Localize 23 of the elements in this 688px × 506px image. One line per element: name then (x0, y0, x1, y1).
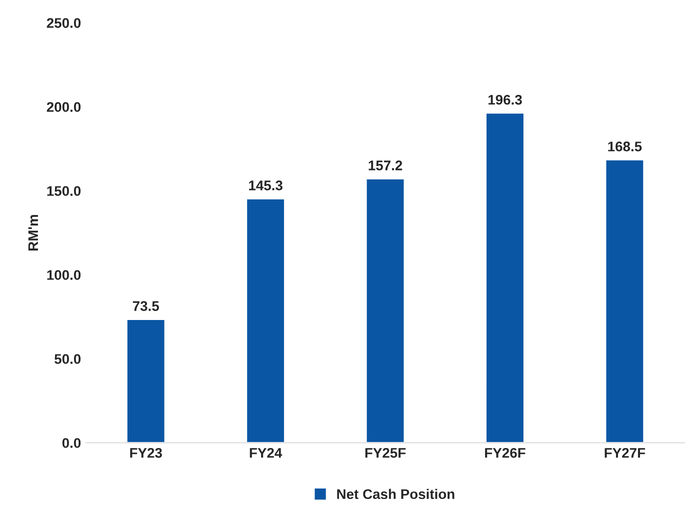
x-tick-label: FY23 (130, 448, 162, 458)
bar (365, 178, 406, 443)
x-tick-label: FY26F (485, 448, 526, 458)
legend-label: Net Cash Position (337, 488, 454, 500)
y-axis-title: RM'm (28, 214, 38, 250)
x-tick-label: FY24 (250, 448, 282, 458)
bar (246, 198, 286, 443)
text: 168.5 (608, 142, 642, 152)
bar (126, 318, 166, 443)
text: 73.5 (132, 301, 159, 311)
bar (604, 158, 645, 443)
y-tick-label: 50.0 (54, 354, 81, 364)
y-tick-label: 100.0 (47, 270, 81, 280)
y-tick-label: 0.0 (62, 438, 81, 448)
text: 145.3 (249, 180, 282, 190)
y-tick-label: 150.0 (47, 186, 81, 196)
x-tick-label: FY25F (365, 448, 406, 458)
y-tick-label: 250.0 (46, 18, 81, 28)
bar (485, 112, 525, 443)
text: 157.2 (368, 160, 402, 170)
y-tick-label: 200.0 (46, 102, 81, 112)
text: 196.3 (488, 94, 522, 105)
x-tick-label: FY27F (604, 448, 646, 458)
